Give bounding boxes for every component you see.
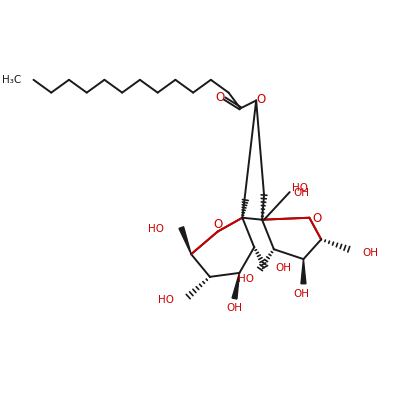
Text: O: O	[213, 218, 222, 231]
Text: OH: OH	[362, 248, 378, 258]
Text: O: O	[215, 91, 224, 104]
Text: HO: HO	[158, 296, 174, 306]
Text: HO: HO	[148, 224, 164, 234]
Polygon shape	[232, 273, 240, 299]
Text: H₃C: H₃C	[2, 75, 22, 85]
Text: HO: HO	[292, 183, 308, 193]
Text: OH: OH	[226, 303, 242, 313]
Text: O: O	[313, 212, 322, 225]
Polygon shape	[301, 259, 306, 284]
Text: OH: OH	[294, 288, 310, 298]
Polygon shape	[179, 227, 191, 254]
Text: OH: OH	[275, 263, 291, 273]
Text: HO: HO	[238, 274, 254, 284]
Text: O: O	[256, 93, 266, 106]
Text: OH: OH	[294, 188, 310, 198]
